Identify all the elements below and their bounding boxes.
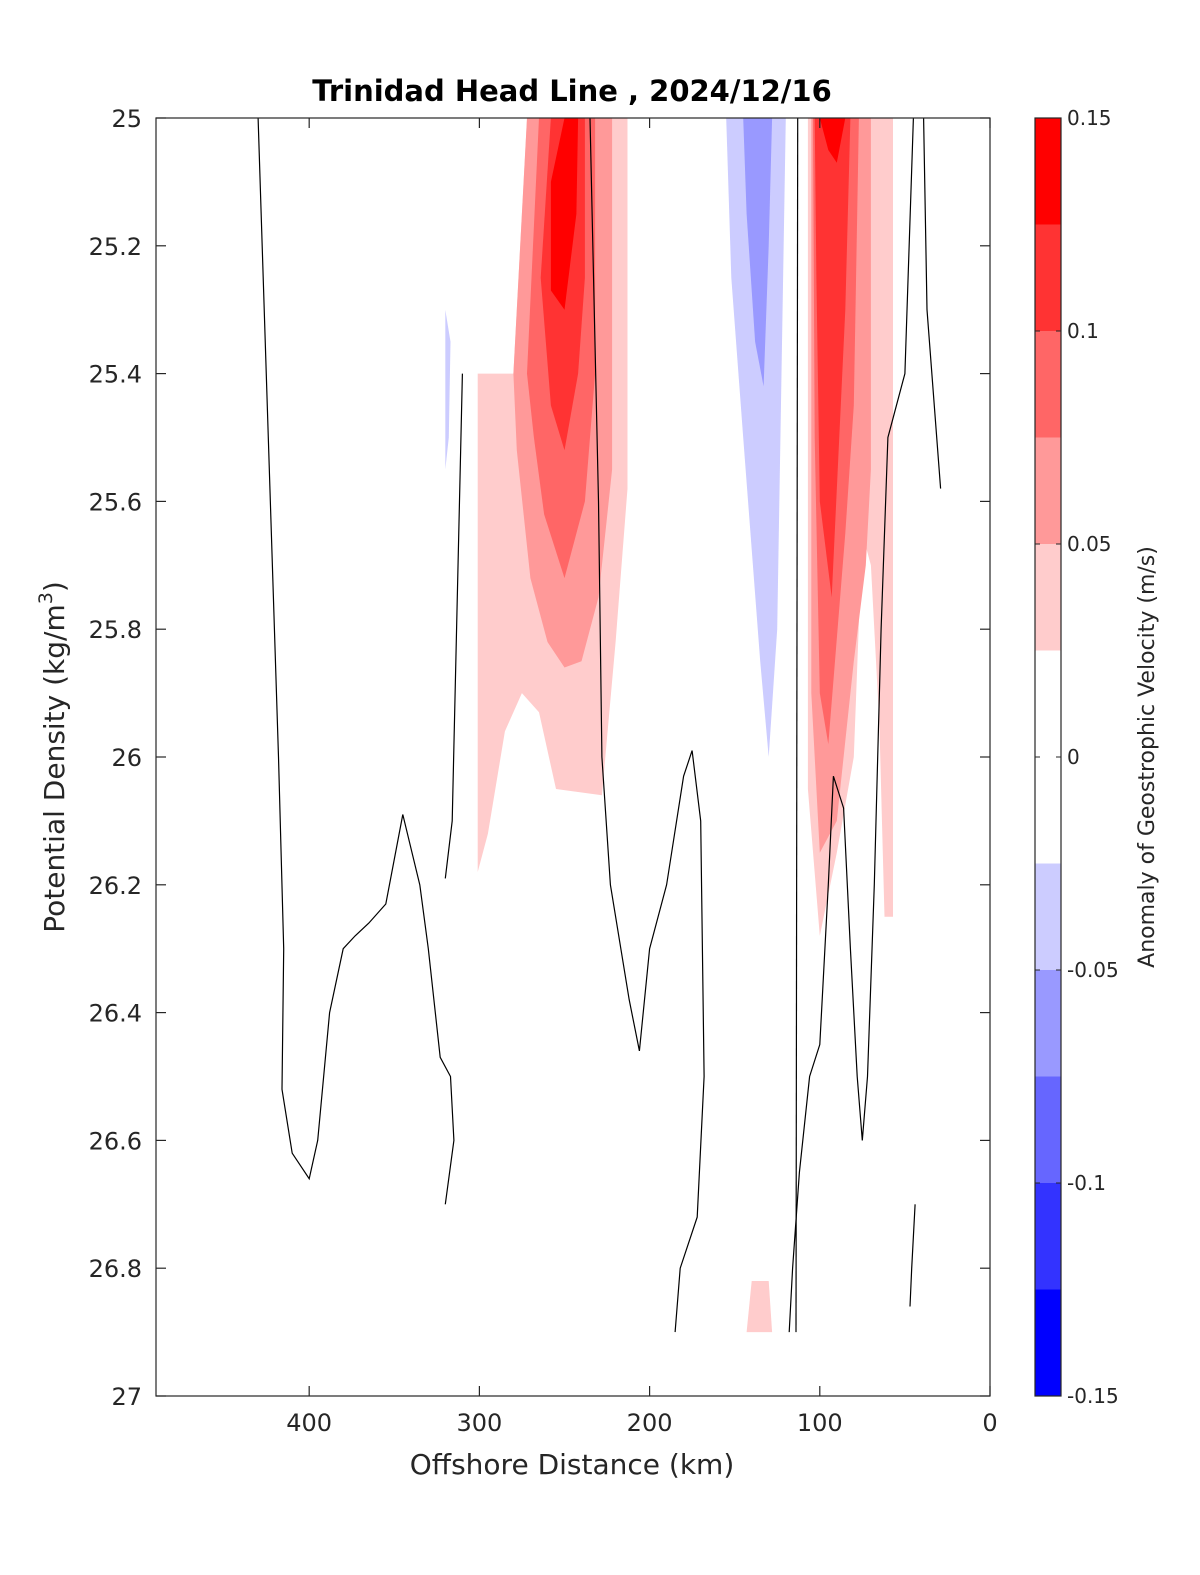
colorbar-segment-1 xyxy=(1035,224,1061,331)
colorbar-tick-label: 0.05 xyxy=(1067,532,1112,556)
x-tick-label: 300 xyxy=(456,1409,502,1437)
filled-region-11 xyxy=(726,118,786,757)
filled-region-15 xyxy=(550,1223,628,1333)
y-tick-label: 26.4 xyxy=(89,1000,142,1028)
y-tick-label: 26.2 xyxy=(89,872,142,900)
filled-region-12 xyxy=(743,118,773,387)
colorbar-segment-7 xyxy=(1035,970,1061,1077)
colorbar-segment-2 xyxy=(1035,331,1061,438)
y-tick-label: 25 xyxy=(111,105,142,133)
chart-title: Trinidad Head Line , 2024/12/16 xyxy=(312,74,832,108)
filled-region-17 xyxy=(802,1108,834,1333)
y-axis-label-close: ) xyxy=(38,581,71,592)
y-axis-label: Potential Density (kg/m3) xyxy=(35,581,71,933)
y-tick-label: 25.6 xyxy=(89,488,142,516)
zero-contour-line-0 xyxy=(444,373,463,879)
colorbar-tick-label: -0.15 xyxy=(1067,1384,1119,1408)
zero-contour-line-2 xyxy=(589,118,705,1333)
colorbar-tick-label: -0.1 xyxy=(1067,1171,1106,1195)
colorbar-segment-9 xyxy=(1035,1183,1061,1290)
y-tick-label: 25.8 xyxy=(89,616,142,644)
y-tick-label: 25.4 xyxy=(89,361,142,389)
y-tick-label: 26.8 xyxy=(89,1255,142,1283)
colorbar-segment-3 xyxy=(1035,437,1061,544)
x-axis-label: Offshore Distance (km) xyxy=(410,1448,735,1481)
zero-contour-line-1 xyxy=(257,118,455,1205)
colorbar-tick-label: 0.1 xyxy=(1067,319,1099,343)
colorbar-segment-4 xyxy=(1035,544,1061,651)
y-tick-label: 26.6 xyxy=(89,1127,142,1155)
filled-region-16 xyxy=(746,1281,773,1333)
colorbar-segment-10 xyxy=(1035,1289,1061,1396)
colorbar-label: Anomaly of Geostrophic Velocity (m/s) xyxy=(1135,546,1160,968)
y-tick-label: 26 xyxy=(111,744,142,772)
filled-region-14 xyxy=(445,309,451,470)
colorbar-segment-6 xyxy=(1035,863,1061,970)
colorbar-segment-0 xyxy=(1035,118,1061,225)
y-axis-label-sup: 3 xyxy=(35,592,57,604)
filled-region-19 xyxy=(881,1255,897,1333)
filled-region-8 xyxy=(814,118,851,598)
x-tick-label: 100 xyxy=(797,1409,843,1437)
colorbar-ticks: 0.15 0.1 0.05 0 -0.05 -0.1 -0.15 xyxy=(1035,106,1119,1408)
filled-region-4 xyxy=(550,118,579,310)
x-tick-label: 400 xyxy=(286,1409,332,1437)
filled-contours xyxy=(445,118,897,1333)
x-tick-label: 0 xyxy=(982,1409,997,1437)
zero-contour-line-6 xyxy=(923,118,942,489)
colorbar-tick-label: 0 xyxy=(1067,745,1080,769)
zero-contour-line-3 xyxy=(788,118,914,1333)
filled-region-9 xyxy=(819,118,846,163)
y-tick-label: 25.2 xyxy=(89,233,142,261)
x-tick-label: 200 xyxy=(627,1409,673,1437)
zero-contour-line-5 xyxy=(909,1204,916,1307)
colorbar-segment-8 xyxy=(1035,1076,1061,1183)
y-tick-label: 27 xyxy=(111,1383,142,1411)
zero-contour-lines xyxy=(257,118,942,1333)
filled-region-18 xyxy=(830,948,854,1218)
colorbar-tick-label: 0.15 xyxy=(1067,106,1112,130)
y-axis: 25 25.2 25.4 25.6 25.8 26 26.2 26.4 26.6 26.8 27 xyxy=(89,105,990,1411)
y-axis-label-main: Potential Density (kg/m xyxy=(38,604,71,933)
zero-contour-line-4 xyxy=(795,118,799,1333)
x-axis: 400 300 200 100 0 xyxy=(286,118,998,1437)
colorbar-tick-label: -0.05 xyxy=(1067,958,1119,982)
